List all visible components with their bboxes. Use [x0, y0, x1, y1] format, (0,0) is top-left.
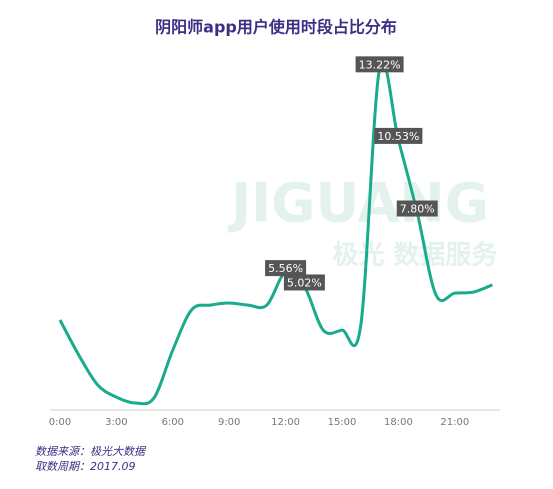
x-tick-label: 9:00: [218, 417, 240, 428]
x-tick-label: 0:00: [49, 417, 71, 428]
value-label: 5.56%: [268, 262, 303, 275]
value-label-box: [396, 200, 438, 217]
value-label-box: [265, 260, 307, 277]
x-tick-label: 3:00: [105, 417, 127, 428]
watermark: JIGUANG: [227, 172, 489, 235]
watermark-subtitle: 极光 数据服务: [332, 241, 497, 271]
value-label: 5.02%: [287, 276, 322, 289]
value-label-box: [283, 274, 325, 291]
x-tick-label: 21:00: [440, 417, 469, 428]
value-label: 10.53%: [377, 130, 419, 143]
x-tick-label: 15:00: [328, 417, 357, 428]
x-tick-label: 6:00: [162, 417, 184, 428]
period-note: 取数周期：2017.09: [35, 460, 136, 473]
value-label-box: [355, 56, 404, 73]
value-label: 13.22%: [359, 58, 401, 71]
value-label-box: [374, 127, 423, 144]
x-tick-label: 18:00: [384, 417, 413, 428]
source-note: 数据来源：极光大数据: [35, 445, 147, 458]
x-tick-label: 12:00: [271, 417, 300, 428]
chart-title: 阴阳师app用户使用时段占比分布: [155, 18, 397, 37]
value-label: 7.80%: [400, 203, 435, 216]
